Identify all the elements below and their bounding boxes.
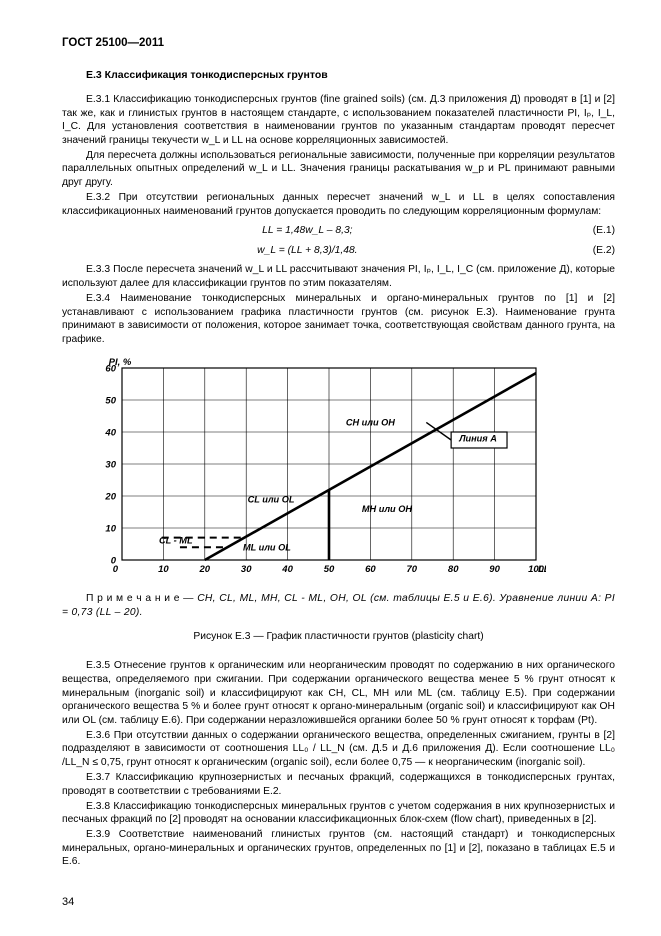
plasticity-chart: 10203040506070809010001020304050600LL, %… (86, 354, 615, 584)
formula-num: (Е.1) (553, 224, 615, 238)
para-e33: Е.3.3 После пересчета значений w_L и LL … (62, 263, 615, 290)
chart-caption: Рисунок Е.3 — График пластичности грунто… (62, 630, 615, 644)
svg-text:CH или OH: CH или OH (346, 418, 395, 428)
svg-text:20: 20 (104, 492, 116, 503)
svg-text:LL, %: LL, % (538, 564, 546, 575)
svg-text:50: 50 (105, 396, 116, 407)
svg-text:30: 30 (105, 460, 116, 471)
svg-text:10: 10 (158, 564, 169, 575)
section-title: Е.3 Классификация тонкодисперсных грунто… (62, 69, 615, 83)
para-e34: Е.3.4 Наименование тонкодисперсных минер… (62, 292, 615, 346)
para-e31: Е.3.1 Классификацию тонкодисперсных грун… (62, 93, 615, 147)
svg-text:50: 50 (324, 564, 335, 575)
formula-expr: w_L = (LL + 8,3)/1,48. (257, 244, 357, 258)
svg-text:Линия A: Линия A (458, 434, 497, 444)
para-e31b: Для пересчета должны использоваться реги… (62, 149, 615, 190)
para-e39: Е.3.9 Соответствие наименований глинисты… (62, 828, 615, 869)
page-number: 34 (62, 895, 74, 910)
formula-num: (Е.2) (553, 244, 615, 258)
svg-text:40: 40 (104, 428, 116, 439)
para-e32: Е.3.2 При отсутствии региональных данных… (62, 191, 615, 218)
svg-text:80: 80 (448, 564, 459, 575)
para-e36: Е.3.6 При отсутствии данных о содержании… (62, 729, 615, 770)
svg-text:90: 90 (489, 564, 500, 575)
svg-text:MH или OH: MH или OH (362, 504, 412, 514)
svg-text:ML или OL: ML или OL (243, 543, 291, 553)
svg-text:PI, %: PI, % (109, 357, 132, 368)
para-e38: Е.3.8 Классификацию тонкодисперсных мине… (62, 800, 615, 827)
formula-e1: LL = 1,48w_L – 8,3; (Е.1) (62, 224, 615, 238)
formula-e2: w_L = (LL + 8,3)/1,48. (Е.2) (62, 244, 615, 258)
para-e35: Е.3.5 Отнесение грунтов к органическим и… (62, 659, 615, 727)
svg-text:20: 20 (199, 564, 211, 575)
note-label: П р и м е ч а н и е (86, 593, 180, 604)
para-e37: Е.3.7 Классификацию крупнозернистых и пе… (62, 771, 615, 798)
chart-note: П р и м е ч а н и е — CH, CL, ML, MH, CL… (62, 592, 615, 619)
svg-text:40: 40 (281, 564, 293, 575)
svg-text:30: 30 (241, 564, 252, 575)
svg-text:10: 10 (105, 524, 116, 535)
svg-text:60: 60 (365, 564, 376, 575)
svg-text:70: 70 (407, 564, 418, 575)
formula-expr: LL = 1,48w_L – 8,3; (262, 224, 352, 238)
doc-id: ГОСТ 25100—2011 (62, 36, 615, 51)
svg-text:0: 0 (113, 564, 119, 575)
svg-text:CL или OL: CL или OL (248, 495, 295, 505)
svg-text:CL - ML: CL - ML (159, 536, 193, 546)
